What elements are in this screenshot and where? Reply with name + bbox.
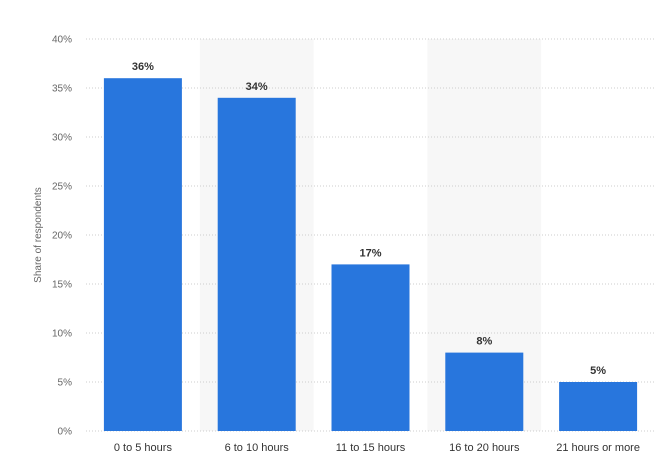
bar[interactable]	[445, 352, 524, 431]
bar[interactable]	[331, 264, 410, 431]
data-labels: 36% 34% 17% 8% 5%	[132, 61, 606, 377]
x-tick-label: 21 hours or more	[556, 442, 640, 454]
bars	[103, 78, 638, 432]
y-tick-label: 15%	[52, 280, 72, 291]
data-label: 34%	[246, 81, 268, 93]
y-tick-label: 25%	[52, 182, 72, 193]
bar[interactable]	[103, 78, 182, 431]
x-axis-labels: 0 to 5 hours 6 to 10 hours 11 to 15 hours 1…	[114, 442, 640, 454]
data-label: 8%	[476, 336, 492, 348]
y-tick-label: 10%	[52, 329, 72, 340]
y-tick-label: 30%	[52, 133, 72, 144]
data-label: 5%	[590, 365, 606, 377]
x-tick-label: 6 to 10 hours	[225, 442, 290, 454]
y-axis-title: Share of respondents	[33, 187, 44, 283]
data-label: 17%	[359, 247, 381, 259]
y-axis-ticks: 0% 5% 10% 15% 20% 25% 30% 35% 40%	[52, 35, 72, 438]
bar[interactable]	[559, 382, 638, 431]
x-tick-label: 11 to 15 hours	[336, 442, 406, 454]
x-tick-label: 0 to 5 hours	[114, 442, 173, 454]
data-label: 36%	[132, 61, 154, 73]
x-tick-label: 16 to 20 hours	[449, 442, 520, 454]
y-tick-label: 5%	[58, 378, 73, 389]
y-tick-label: 0%	[58, 427, 73, 438]
bar[interactable]	[217, 97, 296, 432]
y-tick-label: 35%	[52, 84, 72, 95]
y-tick-label: 20%	[52, 231, 72, 242]
y-tick-label: 40%	[52, 35, 72, 46]
